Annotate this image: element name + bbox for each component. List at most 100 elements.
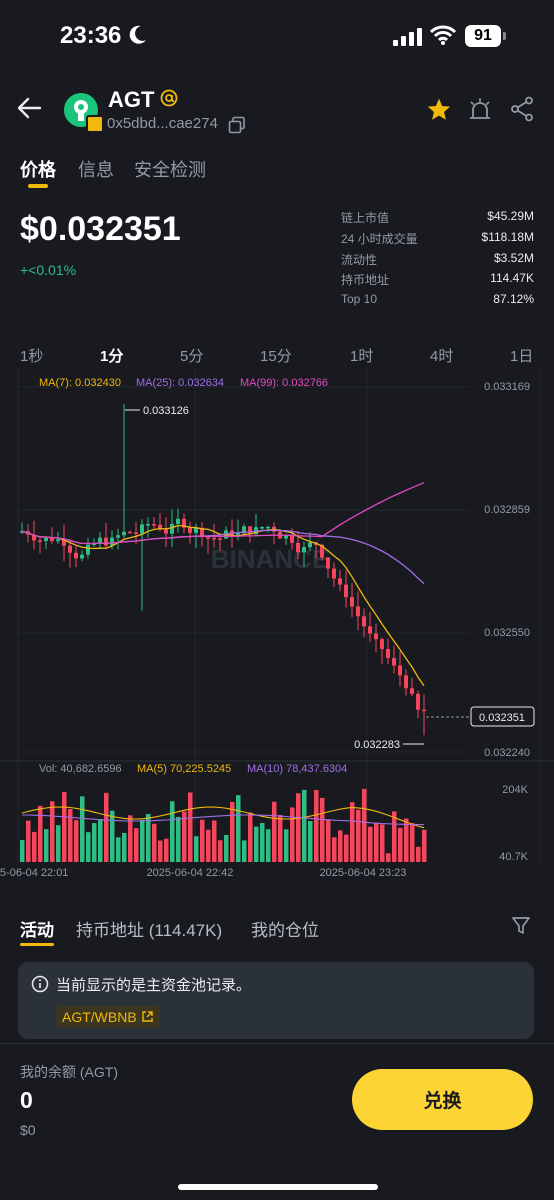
volume-bar bbox=[248, 812, 253, 862]
candle-body bbox=[122, 531, 126, 536]
volume-bar bbox=[302, 789, 307, 862]
volume-bar bbox=[32, 831, 37, 862]
candle-body bbox=[248, 526, 252, 535]
tab-price[interactable]: 价格 bbox=[20, 160, 56, 180]
interval-1h[interactable]: 1时 bbox=[350, 348, 374, 365]
volume-bar bbox=[92, 823, 97, 862]
token-address: 0x5dbd...cae274 bbox=[107, 115, 218, 132]
interval-5m[interactable]: 5分 bbox=[180, 348, 204, 365]
volume-bar bbox=[320, 797, 325, 862]
candlestick-chart[interactable]: BINANCE MA(7): 0.032430 MA(25): 0.032634 M… bbox=[0, 368, 554, 878]
stat-holders-label: 持币地址 bbox=[341, 273, 390, 287]
low-marker: 0.032283 bbox=[354, 739, 400, 751]
interval-4h[interactable]: 4时 bbox=[430, 348, 454, 365]
candle-body bbox=[116, 535, 120, 538]
stat-top10-label: Top 10 bbox=[341, 292, 378, 306]
volume-bar bbox=[212, 820, 217, 862]
candle-body bbox=[176, 518, 180, 524]
token-logo-glyph-icon bbox=[74, 100, 88, 121]
volume-ma10-line bbox=[22, 814, 425, 826]
volume-bar bbox=[338, 830, 343, 862]
battery-indicator: 91 bbox=[465, 25, 501, 47]
back-arrow-icon[interactable] bbox=[16, 96, 42, 120]
tab-security-check[interactable]: 安全检测 bbox=[134, 160, 206, 180]
volume-bar bbox=[254, 826, 259, 862]
time-axis-label: 2025-06-04 22:01 bbox=[0, 867, 68, 878]
candle-body bbox=[158, 524, 162, 530]
volume-bar bbox=[278, 814, 283, 862]
volume-bar bbox=[182, 811, 187, 862]
home-indicator bbox=[178, 1184, 378, 1190]
candle-body bbox=[398, 665, 402, 676]
volume-bar bbox=[242, 840, 247, 862]
volume-bar bbox=[380, 824, 385, 862]
candle-body bbox=[56, 539, 60, 542]
ma-legend-2: MA(99): 0.032766 bbox=[240, 377, 328, 389]
chart-watermark: BINANCE bbox=[211, 544, 329, 574]
volume-legend-1: MA(5) 70,225.5245 bbox=[137, 763, 231, 775]
swap-button[interactable]: 兑换 bbox=[352, 1069, 533, 1130]
wifi-icon bbox=[430, 25, 456, 45]
volume-bar bbox=[128, 815, 133, 862]
volume-bar bbox=[362, 788, 367, 862]
battery-tip bbox=[503, 32, 506, 40]
candle-body bbox=[422, 709, 426, 712]
candle-body bbox=[410, 688, 414, 694]
candle-body bbox=[326, 557, 330, 569]
at-badge-icon[interactable] bbox=[160, 89, 178, 107]
filter-icon[interactable] bbox=[511, 916, 531, 936]
volume-bar bbox=[326, 819, 331, 862]
volume-bar bbox=[416, 846, 421, 862]
candle-body bbox=[50, 537, 54, 542]
chart-labels: MA(7): 0.032430 MA(25): 0.032634 MA(99): 0… bbox=[0, 377, 535, 878]
favorite-star-icon[interactable] bbox=[426, 97, 452, 123]
tab-holders[interactable]: 持币地址 (114.47K) bbox=[76, 921, 223, 940]
volume-bars bbox=[20, 788, 427, 862]
share-icon[interactable] bbox=[510, 96, 534, 122]
volume-bar bbox=[116, 837, 121, 862]
pair-link[interactable]: AGT/WBNB bbox=[56, 1006, 160, 1028]
candle-body bbox=[416, 693, 420, 710]
stat-volume-label: 24 小时成交量 bbox=[341, 232, 418, 246]
interval-15m[interactable]: 15分 bbox=[260, 348, 292, 365]
section-divider bbox=[0, 1043, 554, 1044]
volume-bar bbox=[134, 828, 139, 862]
interval-1m[interactable]: 1分 bbox=[100, 348, 124, 365]
interval-1d[interactable]: 1日 bbox=[510, 348, 534, 365]
volume-bar bbox=[38, 805, 43, 862]
price-alert-icon[interactable] bbox=[468, 97, 492, 121]
tab-activity[interactable]: 活动 bbox=[20, 921, 54, 940]
ma-lines bbox=[21, 482, 425, 687]
volume-bar bbox=[230, 801, 235, 862]
candle-body bbox=[290, 535, 294, 543]
candle-body bbox=[146, 524, 150, 526]
candle-body bbox=[338, 578, 342, 585]
tab-info[interactable]: 信息 bbox=[78, 160, 114, 180]
volume-bar bbox=[224, 835, 229, 862]
price-change: +<0.01% bbox=[20, 262, 77, 278]
candle-body bbox=[362, 616, 366, 627]
candle-body bbox=[170, 523, 174, 534]
candle-body bbox=[242, 526, 246, 534]
candle-body bbox=[182, 518, 186, 528]
price-axis-label: 0.032240 bbox=[484, 747, 530, 759]
tab-my-positions[interactable]: 我的仓位 bbox=[251, 921, 319, 940]
candle-body bbox=[134, 532, 138, 534]
candle-body bbox=[386, 649, 390, 659]
volume-bar bbox=[104, 792, 109, 862]
stat-volume-value: $118.18M bbox=[481, 230, 534, 244]
pair-link-label: AGT/WBNB bbox=[62, 1009, 137, 1025]
candle-body bbox=[392, 658, 396, 666]
copy-icon[interactable] bbox=[228, 116, 246, 134]
interval-1s[interactable]: 1秒 bbox=[20, 348, 44, 365]
candle-body bbox=[62, 539, 66, 546]
volume-bar bbox=[164, 838, 169, 862]
volume-bar bbox=[176, 816, 181, 862]
candle-body bbox=[194, 527, 198, 533]
volume-bar bbox=[50, 801, 55, 862]
volume-bar bbox=[20, 840, 25, 862]
candle-body bbox=[404, 675, 408, 689]
volume-bar bbox=[350, 802, 355, 862]
volume-bar bbox=[356, 809, 361, 862]
volume-legend-2: MA(10) 78,437.6304 bbox=[247, 763, 347, 775]
